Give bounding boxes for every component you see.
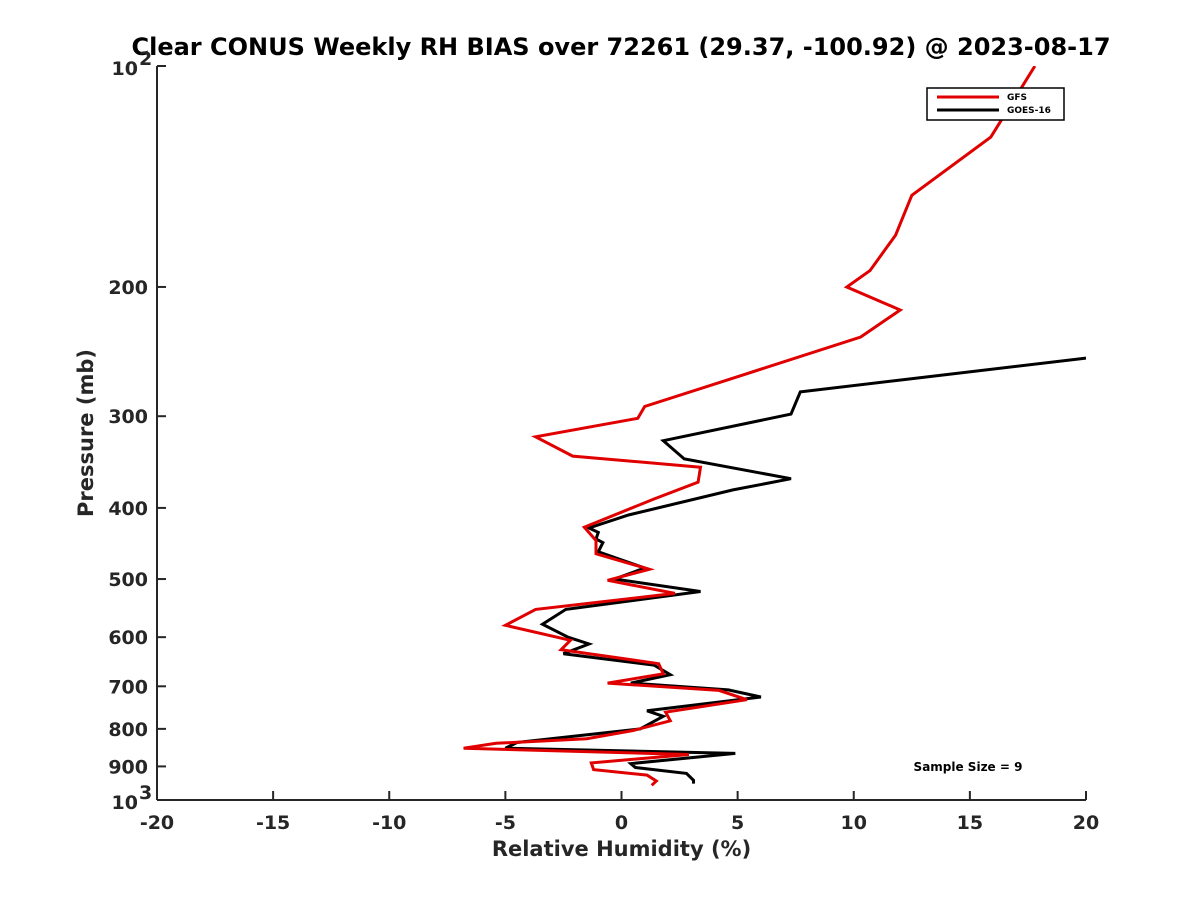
y-axis-label: Pressure (mb) — [74, 349, 98, 517]
x-tick-label: 15 — [957, 812, 983, 834]
x-tick-label: -10 — [372, 812, 406, 834]
series-layer — [463, 66, 1086, 787]
legend-label: GOES-16 — [1007, 106, 1051, 116]
x-tick-label: -20 — [140, 812, 174, 834]
y-tick-exponent: 2 — [139, 48, 152, 70]
series-line-goes-16 — [504, 356, 1086, 784]
x-tick-label: 10 — [841, 812, 867, 834]
y-tick-label: 200 — [108, 277, 148, 299]
legend: GFS GOES-16 — [926, 87, 1065, 121]
y-tick-label: 700 — [108, 676, 148, 698]
y-tick-label: 400 — [108, 498, 148, 520]
series-line-gfs — [463, 66, 1037, 787]
y-tick-exponent: 3 — [139, 782, 152, 804]
x-tick-label: -15 — [256, 812, 290, 834]
x-tick-label: 0 — [615, 812, 628, 834]
x-tick-label: -5 — [495, 812, 516, 834]
chart-title: Clear CONUS Weekly RH BIAS over 72261 (2… — [131, 33, 1110, 61]
x-tick-label: 20 — [1073, 812, 1099, 834]
y-tick-label: 10 — [112, 792, 138, 814]
y-tick-label: 600 — [108, 627, 148, 649]
x-tick-label: 5 — [731, 812, 744, 834]
y-tick-label: 10 — [112, 58, 138, 80]
y-tick-label: 500 — [108, 569, 148, 591]
x-axis-label: Relative Humidity (%) — [492, 837, 751, 861]
y-tick-label: 800 — [108, 719, 148, 741]
legend-label: GFS — [1007, 93, 1027, 103]
y-tick-label: 300 — [108, 406, 148, 428]
sample-size-annotation: Sample Size = 9 — [914, 760, 1023, 774]
y-tick-label: 900 — [108, 756, 148, 778]
legend-box — [926, 87, 1065, 121]
